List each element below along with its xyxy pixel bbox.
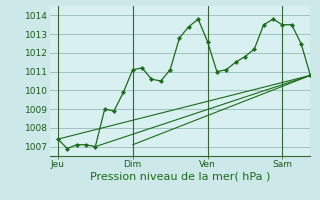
X-axis label: Pression niveau de la mer( hPa ): Pression niveau de la mer( hPa ) <box>90 172 270 182</box>
